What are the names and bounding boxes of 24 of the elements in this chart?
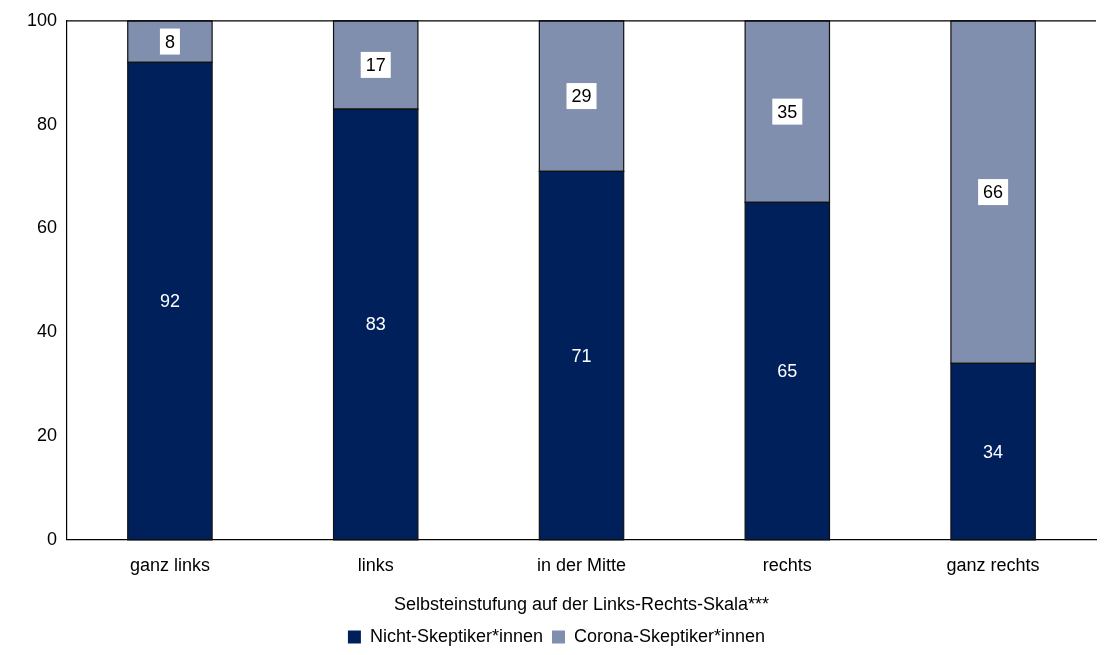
- legend-label: Corona-Skeptiker*innen: [573, 625, 766, 646]
- y-tick-label: 60: [37, 217, 58, 238]
- data-label: 71: [571, 345, 592, 366]
- y-tick-label: 40: [37, 321, 58, 342]
- x-tick-label: links: [357, 554, 394, 575]
- data-label: 17: [365, 54, 386, 75]
- x-axis-title: Selbsteinstufung auf der Links-Rechts-Skala***: [393, 594, 770, 615]
- x-tick-label: ganz rechts: [946, 554, 1040, 575]
- legend-label: Nicht-Skeptiker*innen: [369, 625, 543, 646]
- x-tick-label: in der Mitte: [536, 554, 627, 575]
- data-label: 66: [983, 182, 1004, 203]
- data-label: 65: [777, 361, 798, 382]
- data-label: 8: [164, 31, 175, 52]
- y-tick-label: 100: [26, 9, 58, 30]
- data-label: 29: [571, 86, 592, 107]
- y-tick-label: 80: [37, 113, 58, 134]
- y-tick-label: 0: [47, 528, 58, 549]
- x-tick-label: ganz links: [129, 554, 210, 575]
- data-label: 92: [159, 291, 180, 312]
- data-label: 83: [365, 314, 386, 335]
- data-label: 35: [777, 101, 798, 122]
- data-label: 34: [983, 441, 1004, 462]
- y-tick-label: 20: [37, 424, 58, 445]
- x-tick-label: rechts: [762, 554, 812, 575]
